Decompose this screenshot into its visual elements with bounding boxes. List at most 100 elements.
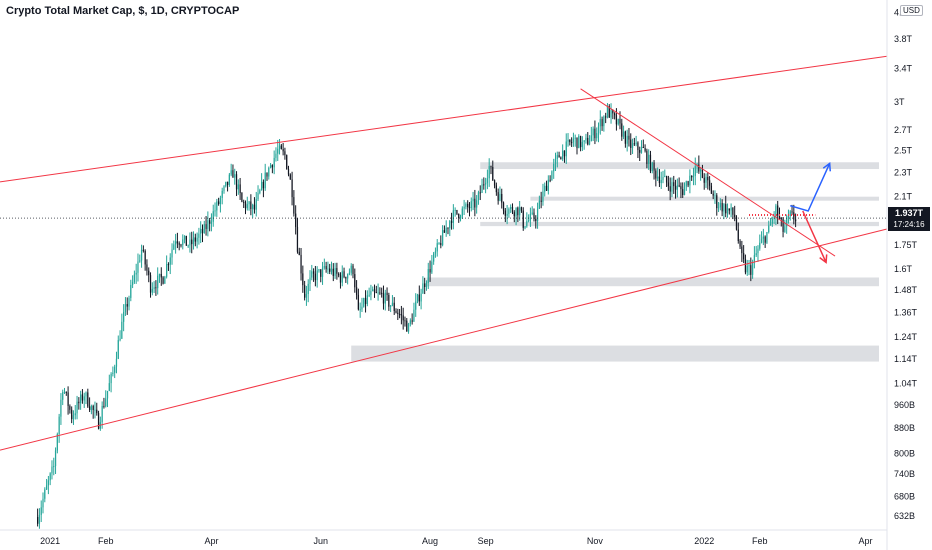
- candle-body: [56, 433, 58, 451]
- candle: [441, 225, 444, 247]
- price-tick-label: 2.1T: [894, 192, 913, 202]
- candle: [610, 103, 612, 124]
- candle-body: [719, 202, 721, 208]
- time-tick-label: Nov: [587, 536, 604, 546]
- candle-body: [409, 320, 411, 324]
- candle: [717, 201, 720, 213]
- candle: [284, 147, 286, 160]
- candle: [123, 304, 125, 332]
- candle: [538, 195, 540, 209]
- candle: [379, 287, 381, 295]
- price-zone: [480, 162, 879, 170]
- candle-body: [47, 480, 50, 486]
- candle: [639, 146, 641, 161]
- candle-body: [678, 185, 680, 187]
- candle: [42, 492, 44, 514]
- candle-body: [194, 237, 196, 242]
- candle: [540, 191, 542, 209]
- candle: [146, 259, 148, 276]
- candle: [501, 188, 503, 209]
- candle: [300, 248, 302, 281]
- candle-body: [420, 293, 422, 302]
- candle: [594, 120, 596, 145]
- candle-body: [671, 182, 673, 192]
- candle-body: [615, 115, 618, 125]
- candle: [235, 171, 238, 197]
- candle: [51, 460, 53, 480]
- candle-body: [440, 243, 442, 246]
- candle: [608, 104, 610, 118]
- candle: [676, 178, 678, 198]
- currency-label[interactable]: USD: [900, 5, 923, 16]
- candle: [174, 233, 177, 254]
- candle-body: [506, 213, 508, 216]
- candle-body: [472, 198, 474, 202]
- candle: [126, 297, 128, 315]
- candle-body: [336, 268, 338, 274]
- candle: [544, 182, 546, 197]
- candle: [311, 264, 313, 281]
- candle-body: [140, 249, 143, 261]
- candle-body: [766, 232, 768, 243]
- candle: [388, 292, 390, 311]
- candle: [364, 290, 367, 313]
- candle-body: [524, 226, 526, 228]
- candle-body: [275, 153, 277, 158]
- candle-body: [694, 166, 696, 176]
- candle: [83, 392, 85, 408]
- price-tick-label: 1.48T: [894, 285, 918, 295]
- candle: [323, 258, 325, 270]
- candle-body: [151, 288, 153, 293]
- candle: [160, 267, 162, 286]
- candle-body: [570, 142, 573, 144]
- candle: [45, 478, 48, 490]
- price-axis[interactable]: 4. 3.8T 3.4T 3T 2.7T 2.5T 2.3T 2.1T 1.75T 1.6T 1.4…: [894, 7, 918, 521]
- candle: [407, 322, 410, 334]
- candle: [651, 161, 653, 174]
- candle: [347, 273, 349, 285]
- candle: [545, 180, 548, 191]
- candle: [237, 179, 239, 195]
- candle-body: [544, 185, 546, 192]
- candle: [739, 239, 741, 249]
- price-tick-label: 2.7T: [894, 125, 913, 135]
- candle: [764, 235, 766, 248]
- candle: [766, 231, 768, 244]
- candle-body: [450, 221, 453, 223]
- candle-body: [214, 210, 216, 212]
- candle: [438, 242, 440, 245]
- price-tick-label: 3.4T: [894, 63, 913, 73]
- candle-body: [581, 141, 584, 148]
- candle: [640, 140, 643, 154]
- candle: [655, 168, 657, 187]
- candle-body: [71, 409, 73, 420]
- candle-body: [139, 260, 141, 262]
- candle-body: [640, 146, 643, 153]
- candle: [354, 268, 356, 293]
- candle-body: [323, 266, 325, 268]
- candle: [338, 272, 340, 278]
- candle-body: [144, 250, 146, 265]
- candle: [259, 188, 261, 195]
- candle: [569, 139, 571, 146]
- candle-body: [626, 135, 628, 144]
- candle-body: [732, 207, 734, 215]
- candle: [189, 232, 191, 253]
- time-axis[interactable]: 2021 Feb Apr Jun Aug Sep Nov 2022 Feb Apr: [40, 536, 872, 546]
- candle: [386, 287, 388, 301]
- candle: [106, 390, 109, 408]
- candle-body: [540, 200, 542, 202]
- candle-body: [744, 259, 747, 273]
- candle-body: [490, 166, 492, 168]
- candle: [735, 215, 738, 231]
- candle-body: [735, 217, 738, 230]
- candle: [334, 262, 336, 279]
- candle: [257, 185, 259, 201]
- candle-body: [83, 396, 85, 401]
- candle-body: [187, 245, 189, 247]
- candle: [171, 243, 173, 265]
- candle-body: [148, 270, 150, 276]
- candle: [216, 198, 218, 217]
- candle: [395, 308, 397, 314]
